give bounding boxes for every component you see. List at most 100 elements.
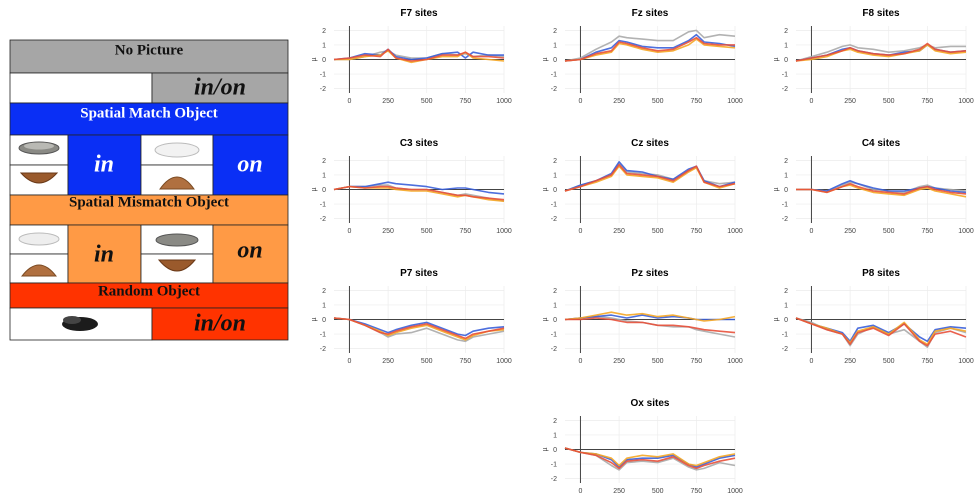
y-axis-label: µ (773, 187, 780, 191)
y-tick-label: 0 (784, 187, 788, 194)
series-line (333, 317, 505, 340)
x-tick-label: 250 (613, 488, 625, 495)
header-text: Spatial Match Object (80, 105, 217, 121)
y-tick-label: 0 (784, 317, 788, 324)
y-tick-label: 1 (784, 42, 788, 49)
panel-title: Fz sites (632, 8, 669, 19)
panel: Pz sites µ -2 -1 0 1 2 0 250 500 750 1000 (542, 268, 743, 365)
panel: P8 sites µ -2 -1 0 1 2 0 250 500 750 1000 (773, 268, 974, 365)
y-tick-label: 1 (553, 172, 557, 179)
plate-image (154, 142, 200, 158)
x-tick-label: 500 (421, 358, 433, 365)
condition-text: in (94, 242, 114, 268)
y-axis-label: µ (542, 447, 549, 451)
y-axis-label: µ (311, 317, 318, 321)
y-tick-label: -2 (320, 346, 326, 353)
x-tick-label: 750 (922, 228, 934, 235)
bowl-image (20, 264, 58, 277)
panel-title: C3 sites (400, 138, 439, 149)
y-tick-label: 0 (784, 57, 788, 64)
plate-image (18, 232, 60, 246)
series-line (564, 311, 736, 322)
panel-title: Ox sites (631, 398, 670, 409)
x-tick-label: 750 (922, 98, 934, 105)
x-tick-label: 500 (883, 358, 895, 365)
panel: Ox sites µ -2 -1 0 1 2 0 250 500 750 1000 (542, 398, 743, 495)
panel: Fz sites µ -2 -1 0 1 2 0 250 500 750 1000 (542, 8, 743, 105)
y-tick-label: -2 (782, 86, 788, 93)
x-tick-label: 750 (460, 358, 472, 365)
y-tick-label: 0 (553, 57, 557, 64)
y-tick-label: 2 (553, 288, 557, 295)
panel-title: F7 sites (400, 8, 438, 19)
panel-title: Cz sites (631, 138, 669, 149)
y-axis-label: µ (542, 187, 549, 191)
x-tick-label: 0 (810, 98, 814, 105)
panel-title: Pz sites (631, 268, 669, 279)
x-tick-label: 500 (421, 98, 433, 105)
y-tick-label: 1 (322, 172, 326, 179)
object-images (18, 141, 200, 331)
x-tick-label: 500 (652, 228, 664, 235)
x-tick-label: 0 (579, 98, 583, 105)
series-line (333, 181, 505, 195)
condition-text: in/on (194, 75, 246, 101)
y-axis-label: µ (773, 57, 780, 61)
y-tick-label: 2 (322, 288, 326, 295)
cell (212, 134, 289, 196)
header-cell (9, 102, 289, 136)
cell (151, 72, 289, 104)
y-tick-label: 2 (553, 158, 557, 165)
x-tick-label: 1000 (496, 228, 512, 235)
x-tick-label: 1000 (727, 98, 743, 105)
x-tick-label: 250 (613, 228, 625, 235)
x-tick-label: 500 (652, 98, 664, 105)
y-tick-label: -1 (782, 72, 788, 79)
condition-text: in (94, 152, 114, 178)
panel: P7 sites µ -2 -1 0 1 2 0 250 500 750 1000 (311, 268, 512, 365)
y-tick-label: 1 (784, 172, 788, 179)
series-line (796, 182, 967, 195)
x-tick-label: 250 (613, 358, 625, 365)
y-axis-label: µ (311, 57, 318, 61)
y-tick-label: -2 (551, 346, 557, 353)
header-text: No Picture (115, 42, 184, 58)
cell (212, 224, 289, 284)
x-tick-label: 0 (348, 98, 352, 105)
condition-text: in/on (194, 311, 246, 337)
y-tick-label: 1 (784, 302, 788, 309)
condition-text: on (237, 238, 262, 264)
x-tick-label: 250 (844, 98, 856, 105)
x-tick-label: 750 (691, 228, 703, 235)
x-tick-label: 0 (810, 228, 814, 235)
x-tick-label: 1000 (727, 228, 743, 235)
series-line (795, 44, 966, 62)
y-tick-label: 0 (553, 317, 557, 324)
y-axis-label: µ (542, 57, 549, 61)
series-line (333, 185, 505, 201)
x-tick-label: 750 (691, 358, 703, 365)
y-tick-label: -2 (551, 216, 557, 223)
x-tick-label: 250 (613, 98, 625, 105)
x-tick-label: 0 (348, 358, 352, 365)
condition-text: on (237, 152, 262, 178)
y-tick-label: -1 (782, 332, 788, 339)
y-tick-label: -2 (320, 216, 326, 223)
x-tick-label: 500 (421, 228, 433, 235)
y-tick-label: -1 (551, 72, 557, 79)
legend-text: No Picture in/on Spatial Match Object in… (69, 42, 263, 336)
header-text: Random Object (98, 283, 200, 299)
y-tick-label: 2 (322, 28, 326, 35)
panel: C3 sites µ -2 -1 0 1 2 0 250 500 750 1000 (311, 138, 512, 235)
y-tick-label: -1 (551, 202, 557, 209)
series-line (333, 48, 504, 61)
series-line (564, 447, 736, 467)
y-tick-label: -1 (320, 72, 326, 79)
panel-title: P8 sites (862, 268, 900, 279)
header-cell (9, 194, 289, 226)
x-tick-label: 0 (348, 228, 352, 235)
series-line (564, 38, 736, 62)
plate-image (155, 233, 199, 247)
y-tick-label: 0 (322, 57, 326, 64)
y-tick-label: 0 (322, 187, 326, 194)
